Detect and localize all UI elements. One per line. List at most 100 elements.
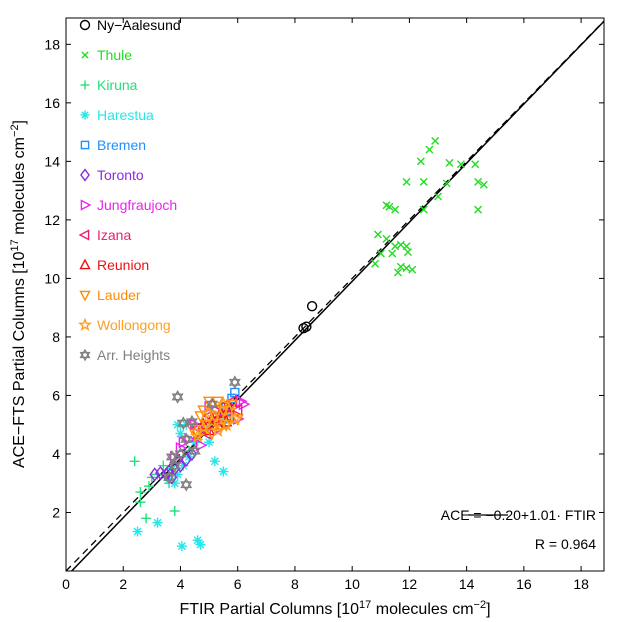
legend-label: Kiruna [97, 77, 138, 93]
x-tick-label: 18 [573, 576, 589, 592]
data-point [188, 444, 201, 458]
legend-marker [80, 168, 90, 182]
data-point [195, 439, 208, 452]
x-tick-label: 2 [119, 576, 127, 592]
series-wollongong [190, 396, 243, 443]
data-point [195, 419, 211, 435]
data-point [306, 301, 318, 312]
data-point [238, 398, 251, 411]
x-tick-label: 8 [291, 576, 299, 592]
series-ny-aalesund [298, 301, 318, 334]
data-point [403, 248, 412, 257]
data-point [141, 513, 152, 524]
data-point [190, 428, 206, 443]
data-point [169, 506, 180, 517]
data-point [175, 428, 186, 439]
data-point [373, 230, 382, 239]
data-point [416, 157, 425, 166]
data-point [205, 411, 219, 424]
y-tick-label: 4 [52, 446, 60, 462]
data-point [393, 268, 402, 277]
data-point [434, 192, 443, 201]
one-to-one-line [65, 20, 605, 572]
data-point [419, 177, 428, 186]
data-point [218, 466, 229, 477]
series-thule [371, 136, 488, 277]
legend-label: Reunion [97, 257, 149, 273]
data-point [388, 249, 397, 258]
data-point [376, 249, 385, 258]
series-arr-heights [163, 375, 241, 492]
data-point [185, 422, 199, 435]
data-point [474, 205, 483, 214]
data-point [135, 497, 146, 508]
y-tick-label: 10 [44, 270, 60, 286]
legend-marker [79, 258, 91, 270]
data-point [228, 375, 241, 390]
legend-label: Arr. Heights [97, 347, 170, 363]
data-point [442, 179, 451, 188]
data-point [177, 416, 190, 431]
data-point [212, 407, 229, 423]
data-point [152, 517, 163, 528]
data-point [396, 262, 405, 271]
y-tick-label: 6 [52, 387, 60, 403]
data-points [129, 136, 488, 552]
data-point [180, 432, 193, 447]
data-point [209, 456, 220, 467]
legend-label: Bremen [97, 137, 146, 153]
data-point [165, 449, 178, 464]
data-point [471, 160, 480, 169]
legend-label: Izana [97, 227, 131, 243]
data-point [231, 414, 244, 426]
data-point [201, 404, 217, 420]
y-tick-label: 2 [52, 504, 60, 520]
data-point [180, 452, 192, 467]
data-point [204, 413, 220, 429]
data-point [479, 180, 488, 189]
x-tick-label: 12 [402, 576, 418, 592]
axis-ticks: 0 2 4 6 8 10 12 14 16 18 2 4 6 8 10 12 14 16 18 [44, 18, 604, 592]
legend-marker [80, 199, 92, 211]
plot-frame [65, 17, 605, 572]
x-tick-label: 14 [459, 576, 475, 592]
data-point [230, 403, 243, 417]
x-tick-label: 6 [234, 576, 242, 592]
data-point [408, 265, 417, 274]
data-point [195, 539, 206, 550]
data-point [227, 410, 243, 426]
fit-equation: ACE = −0.20+1.01· FTIR [441, 507, 596, 523]
data-point [132, 526, 143, 537]
data-point [171, 390, 184, 404]
data-point [431, 136, 440, 145]
data-point [425, 145, 434, 154]
data-point [456, 160, 465, 169]
legend-marker [78, 229, 90, 241]
data-point [204, 437, 215, 448]
legend-label: Lauder [97, 287, 141, 303]
x-axis-label: FTIR Partial Columns [1017 molecules cm−… [179, 599, 490, 618]
data-point [163, 464, 175, 479]
legend-label: Thule [97, 47, 132, 63]
y-tick-label: 8 [52, 329, 60, 345]
data-point [385, 202, 394, 211]
data-point [129, 456, 140, 467]
y-tick-label: 16 [44, 95, 60, 111]
x-tick-label: 16 [516, 576, 532, 592]
data-point [178, 436, 191, 449]
y-axis-label: ACE−FTS Partial Columns [1017 molecules … [9, 120, 28, 468]
legend-label: Jungfraujoch [97, 197, 177, 213]
data-point [168, 458, 181, 473]
correlation-label: R = 0.964 [535, 536, 596, 552]
legend-label: Harestua [97, 107, 154, 123]
legend-marker [79, 348, 91, 362]
data-point [194, 411, 207, 423]
x-tick-label: 4 [177, 576, 185, 592]
data-point [197, 417, 210, 430]
legend-marker [80, 140, 90, 150]
data-point [371, 259, 380, 268]
y-tick-label: 14 [44, 153, 60, 169]
data-point [402, 177, 411, 186]
fit-annotation: ACE = −0.20+1.01· FTIR R = 0.964 [441, 507, 596, 552]
data-point [186, 446, 198, 462]
